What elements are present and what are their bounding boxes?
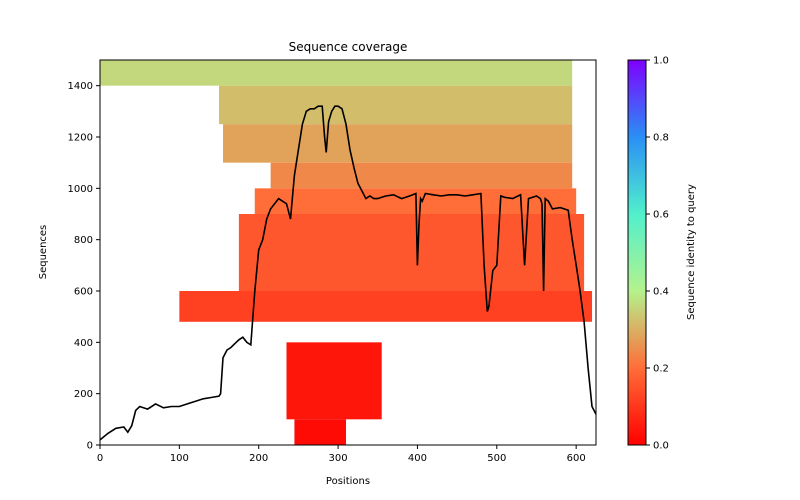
colorbar-tick-label: 0.8 [653, 133, 669, 144]
coverage-block [294, 419, 347, 445]
x-tick-label: 300 [329, 453, 348, 464]
plot-frame [99, 59, 597, 446]
colorbar [627, 59, 647, 446]
coverage-block [219, 85, 573, 125]
y-axis: 0 200 400 600 800 1000 1200 1400 [68, 81, 100, 452]
chart-title: Sequence coverage [289, 40, 408, 54]
x-tick-label: 100 [170, 453, 189, 464]
coverage-block [179, 291, 593, 322]
coverage-block [286, 342, 382, 420]
coverage-block [100, 60, 573, 86]
coverage-line [100, 105, 596, 441]
y-tick-label: 1200 [68, 133, 93, 144]
coverage-block [223, 124, 573, 163]
colorbar-tick-label: 0.4 [653, 287, 669, 298]
coverage-block [270, 162, 573, 189]
x-axis: 0 100 200 300 400 500 600 [97, 445, 586, 464]
plot-area [100, 60, 593, 445]
y-tick-label: 200 [74, 389, 93, 400]
x-axis-label: Positions [326, 476, 370, 487]
colorbar-tick-label: 0.6 [653, 210, 669, 221]
colorbar-ticks: 0.0 0.2 0.4 0.6 0.8 1.0 [646, 56, 669, 452]
x-tick-label: 0 [97, 453, 103, 464]
coverage-block [238, 214, 585, 291]
x-tick-label: 500 [487, 453, 506, 464]
y-tick-label: 1000 [68, 184, 93, 195]
colorbar-label: Sequence identity to query [686, 184, 697, 320]
colorbar-tick-label: 0.2 [653, 364, 669, 375]
y-tick-label: 0 [87, 441, 93, 452]
x-tick-label: 200 [249, 453, 268, 464]
x-tick-label: 400 [408, 453, 427, 464]
y-axis-label: Sequences [38, 225, 49, 280]
y-tick-label: 600 [74, 287, 93, 298]
y-tick-label: 1400 [68, 81, 93, 92]
colorbar-tick-label: 1.0 [653, 56, 669, 67]
x-tick-label: 600 [567, 453, 586, 464]
y-tick-label: 800 [74, 235, 93, 246]
colorbar-tick-label: 0.0 [653, 441, 669, 452]
y-tick-label: 400 [74, 338, 93, 349]
